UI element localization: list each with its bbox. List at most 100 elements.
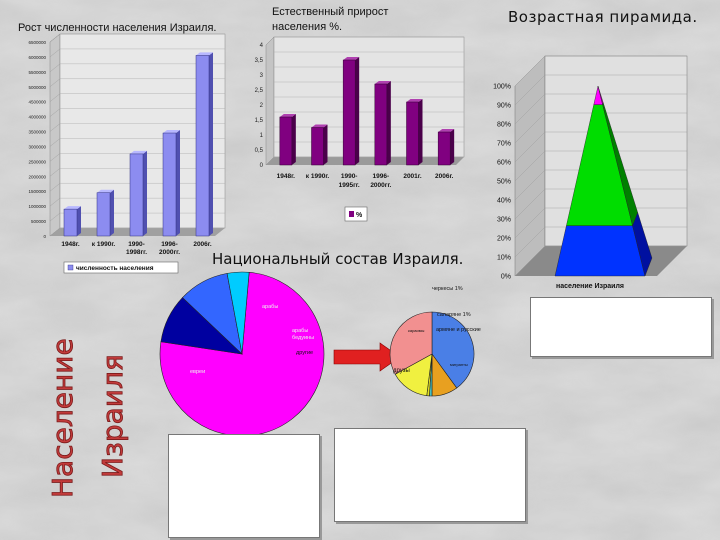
- growth-bar-top: [438, 129, 455, 132]
- population-legend-swatch: [67, 264, 74, 271]
- population-x-label: 2006г.: [193, 241, 212, 248]
- population-y-tick: 1000000: [28, 204, 46, 209]
- growth-legend-swatch: [349, 211, 354, 217]
- national-slice-label: арабы: [292, 328, 308, 334]
- population-bar-side: [110, 189, 114, 236]
- population-bar: [96, 192, 111, 237]
- population-y-tick: 5500000: [28, 70, 46, 75]
- growth-bar-side: [418, 99, 423, 165]
- pyramid-legend: [530, 297, 712, 357]
- growth-bar-side: [386, 81, 391, 165]
- pyramid-gridline-side: [514, 245, 546, 277]
- other-slice: [431, 311, 475, 389]
- title-population: Рост численности населения Израиля.: [18, 22, 217, 34]
- national-slice-label: евреи: [190, 369, 205, 375]
- other-pie-legend: [334, 428, 526, 522]
- population-y-tick: 2500000: [28, 159, 46, 164]
- population-y-tick: 4000000: [28, 115, 46, 120]
- pyramid-gridline-side: [514, 55, 546, 87]
- population-bar-side: [176, 130, 180, 236]
- population-gridline-side: [49, 123, 61, 132]
- population-bar-top: [64, 206, 81, 210]
- growth-bar-top: [406, 99, 423, 102]
- population-y-tick: 0: [43, 234, 46, 239]
- pyramid-gridline-side: [514, 207, 546, 239]
- growth-bar-side: [291, 114, 296, 165]
- population-y-tick: 3000000: [28, 144, 46, 149]
- pyramid-y-tick: 60%: [497, 160, 511, 167]
- other-slice-label: мигранты: [450, 362, 468, 367]
- pyramid-y-tick: 20%: [497, 236, 511, 243]
- population-x-label: 1998гг.: [126, 249, 147, 256]
- population-bar: [63, 208, 78, 237]
- growth-y-tick: 2: [260, 103, 264, 109]
- population-bar-top: [130, 150, 147, 154]
- population-y-tick: 6000000: [28, 55, 46, 60]
- pyramid-y-tick: 30%: [497, 217, 511, 224]
- growth-y-tick: 0,5: [255, 148, 264, 154]
- population-gridline-side: [49, 138, 61, 147]
- growth-bar: [311, 127, 324, 166]
- growth-x-label: 1990-: [341, 173, 358, 180]
- population-bar-top: [196, 52, 213, 56]
- pyramid-y-tick: 80%: [497, 122, 511, 129]
- pyramid-segment-elderly-side: [597, 85, 604, 106]
- population-gridline-side: [49, 93, 61, 102]
- growth-y-tick: 1,5: [255, 118, 264, 124]
- population-gridline-side: [49, 183, 61, 192]
- other-slice-label: армяне и русские: [436, 327, 481, 333]
- population-bar-side: [209, 52, 213, 236]
- population-gridline-side: [49, 227, 61, 237]
- pyramid-gridline-side: [514, 74, 546, 106]
- other-slice-label: черкесы 1%: [432, 286, 463, 292]
- growth-y-tick: 2,5: [255, 88, 264, 94]
- population-x-label: 2000гг.: [159, 249, 180, 256]
- red-arrow: [333, 342, 401, 372]
- growth-y-tick: 0: [260, 163, 264, 169]
- growth-x-label: 2006г.: [435, 173, 454, 180]
- growth-bar: [437, 131, 451, 166]
- growth-legend-label: %: [356, 212, 363, 219]
- population-gridline-side: [49, 78, 61, 87]
- other-slice-label: караимы: [408, 328, 424, 333]
- population-y-tick: 3500000: [28, 130, 46, 135]
- other-slice-label: друзы: [393, 368, 410, 374]
- population-bar: [129, 153, 144, 237]
- population-y-tick: 4500000: [28, 100, 46, 105]
- population-gridline-side: [49, 33, 61, 43]
- population-y-tick: 500000: [31, 219, 47, 224]
- population-gridline-side: [49, 48, 61, 58]
- growth-bar-top: [311, 124, 328, 128]
- national-slice: [226, 271, 250, 355]
- growth-x-label: 1995гг.: [339, 182, 360, 189]
- population-x-label: 1948г.: [61, 241, 80, 248]
- growth-bar-side: [323, 124, 328, 165]
- growth-x-label: 2001г.: [403, 173, 422, 180]
- population-bar-top: [163, 130, 180, 134]
- growth-legend-box: [344, 206, 368, 222]
- growth-bar: [279, 116, 293, 166]
- title-growth: Естественный прирост населения %.: [272, 6, 389, 33]
- vertical-title-line2: Израиля: [96, 354, 129, 478]
- other-slice: [389, 311, 433, 375]
- growth-x-label: 2000гг.: [370, 182, 391, 189]
- growth-y-tick: 1: [260, 133, 264, 139]
- pyramid-y-tick: 90%: [497, 103, 511, 110]
- title-pyramid: Возрастная пирамида.: [508, 8, 698, 26]
- pyramid-y-tick: 10%: [497, 255, 511, 262]
- population-bar: [162, 132, 177, 237]
- population-legend-box: [63, 261, 179, 274]
- population-legend-label: численность населения: [76, 265, 154, 272]
- population-gridline-side: [49, 108, 61, 117]
- growth-x-label: к 1990г.: [306, 173, 330, 180]
- vertical-title: Население Израиля: [46, 338, 130, 498]
- pyramid-x-label: население Израиля: [556, 283, 624, 290]
- growth-bar: [374, 83, 388, 166]
- growth-x-label: 1996-: [373, 173, 390, 180]
- pyramid-gridline-side: [514, 93, 546, 125]
- population-gridline-side: [49, 153, 61, 162]
- pyramid-gridline-side: [514, 169, 546, 201]
- population-bar-side: [77, 206, 81, 236]
